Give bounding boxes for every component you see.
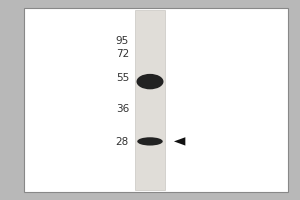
Text: 28: 28 — [116, 137, 129, 147]
Ellipse shape — [137, 137, 163, 146]
Text: 95: 95 — [116, 36, 129, 46]
Ellipse shape — [136, 74, 164, 89]
Bar — [135, 10, 165, 190]
Text: 55: 55 — [116, 73, 129, 83]
Text: 72: 72 — [116, 49, 129, 59]
Bar — [24, 8, 288, 192]
Polygon shape — [174, 137, 185, 146]
Text: 36: 36 — [116, 104, 129, 114]
